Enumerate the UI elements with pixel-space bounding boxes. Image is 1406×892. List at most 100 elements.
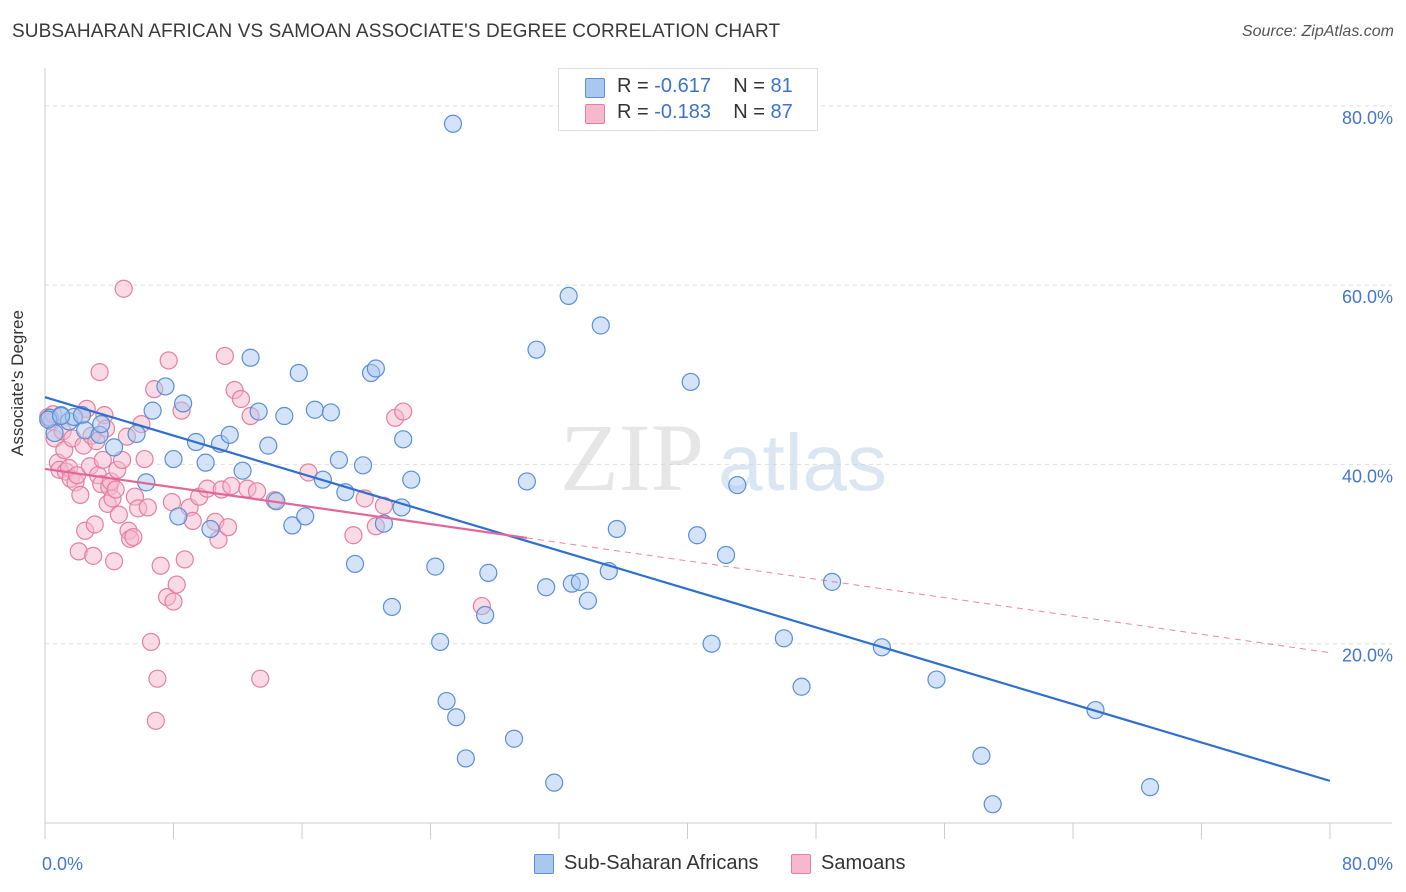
- y-tick-label: 20.0%: [1342, 646, 1393, 666]
- legend-r-value: -0.617: [654, 75, 711, 97]
- axes-layer: [44, 68, 1392, 839]
- sub-saharan-point: [374, 514, 394, 533]
- samoan-point: [231, 389, 251, 409]
- legend-r-label: R =: [617, 75, 649, 97]
- sub-saharan-point: [1140, 778, 1160, 797]
- legend-swatch-pink: [585, 104, 605, 124]
- sub-saharan-point: [431, 632, 450, 652]
- sub-saharan-point: [570, 572, 589, 591]
- sub-saharan-point: [527, 340, 546, 359]
- sub-saharan-point: [321, 403, 341, 422]
- sub-saharan-point: [681, 372, 700, 392]
- legend-n-label: N =: [733, 101, 765, 123]
- sub-saharan-point: [607, 519, 626, 539]
- sub-saharan-point: [517, 472, 536, 491]
- samoan-point: [146, 711, 165, 730]
- sub-saharan-point: [241, 348, 260, 367]
- samoan-point: [71, 485, 90, 505]
- sub-saharan-point: [329, 450, 349, 470]
- sub-saharan-point: [51, 406, 71, 426]
- samoan-point: [85, 515, 104, 534]
- sub-saharan-point: [305, 400, 324, 419]
- sub-saharan-point: [249, 402, 268, 421]
- series-swatch-pink: [791, 854, 811, 874]
- sub-saharan-point: [259, 436, 278, 455]
- stats-legend: R = -0.617 N = 81 R = -0.183 N = 87: [558, 68, 818, 131]
- samoan-point: [106, 480, 125, 499]
- sub-saharan-point: [275, 406, 294, 426]
- y-tick-label: 60.0%: [1342, 287, 1393, 307]
- sub-saharan-point: [283, 516, 302, 535]
- watermark-atlas: atlas: [718, 418, 887, 507]
- x-tick-label: 0.0%: [42, 854, 83, 874]
- sub-saharan-point: [716, 545, 736, 565]
- sub-saharan-point: [169, 507, 188, 526]
- watermark-zip: ZIP: [560, 404, 704, 511]
- sub-saharan-point: [591, 316, 610, 335]
- samoan-point: [90, 362, 109, 382]
- sub-saharan-point: [537, 578, 556, 597]
- samoan-point: [219, 518, 238, 537]
- sub-saharan-point: [289, 363, 308, 383]
- legend-r-label: R =: [617, 101, 649, 123]
- samoan-point: [135, 449, 154, 469]
- sub-saharan-point: [164, 449, 183, 469]
- legend-n-value: 81: [770, 75, 793, 97]
- samoan-point: [222, 476, 241, 496]
- samoan-point: [394, 402, 413, 421]
- sub-saharan-point: [702, 634, 721, 653]
- sub-saharan-point: [426, 557, 445, 576]
- samoan-point: [167, 575, 186, 594]
- samoan-point: [109, 505, 128, 524]
- legend-n-value: 87: [770, 101, 793, 123]
- samoan-point: [374, 496, 394, 515]
- sub-saharan-point: [545, 773, 564, 792]
- sub-saharan-point: [366, 359, 385, 378]
- grid-layer: [45, 105, 1392, 645]
- samoan-point: [251, 669, 270, 688]
- sub-saharan-point: [220, 425, 239, 444]
- sub-saharan-point: [382, 597, 402, 617]
- x-tick-label: 80.0%: [1342, 854, 1393, 874]
- samoan-point: [164, 592, 183, 611]
- sub-saharan-point: [127, 424, 146, 444]
- sub-saharan-point: [456, 749, 475, 768]
- y-tick-label: 80.0%: [1342, 108, 1393, 128]
- sub-saharan-trend-line: [44, 396, 1331, 782]
- samoan-point: [104, 552, 124, 571]
- chart-title: SUBSAHARAN AFRICAN VS SAMOAN ASSOCIATE'S…: [12, 21, 781, 42]
- sub-saharan-point: [156, 377, 175, 396]
- sub-saharan-point: [476, 605, 495, 625]
- sub-saharan-point: [233, 461, 252, 480]
- samoan-point: [124, 527, 143, 547]
- samoan-point: [175, 550, 194, 569]
- sub-saharan-point: [296, 507, 315, 526]
- sub-saharan-point: [688, 526, 707, 545]
- sub-saharan-point: [578, 591, 598, 610]
- sub-saharan-point: [394, 430, 413, 449]
- sub-saharan-point: [345, 554, 365, 574]
- legend-swatch-blue: [585, 78, 605, 98]
- sub-saharan-point: [201, 519, 220, 539]
- watermark: ZIP atlas: [560, 404, 887, 511]
- samoan-point: [114, 279, 133, 298]
- series-swatch-blue: [534, 854, 554, 874]
- sub-saharan-point: [437, 691, 456, 711]
- sub-saharan-point: [447, 708, 466, 727]
- sub-saharan-point: [104, 438, 124, 457]
- sub-saharan-point: [353, 456, 373, 475]
- legend-n-label: N =: [733, 75, 765, 97]
- samoan-point: [159, 351, 178, 370]
- samoan-point: [151, 556, 170, 575]
- samoan-point: [141, 632, 161, 652]
- samoan-point: [148, 669, 167, 688]
- sub-saharan-point: [174, 394, 193, 413]
- sub-saharan-point: [774, 629, 793, 648]
- sub-saharan-point: [402, 470, 421, 489]
- sub-saharan-point: [504, 729, 524, 748]
- sub-saharan-point: [972, 746, 991, 765]
- y-axis-label: Associate's Degree: [8, 310, 27, 456]
- sub-saharan-point: [559, 286, 578, 305]
- series-legend: Sub-Saharan Africans Samoans: [0, 852, 1406, 878]
